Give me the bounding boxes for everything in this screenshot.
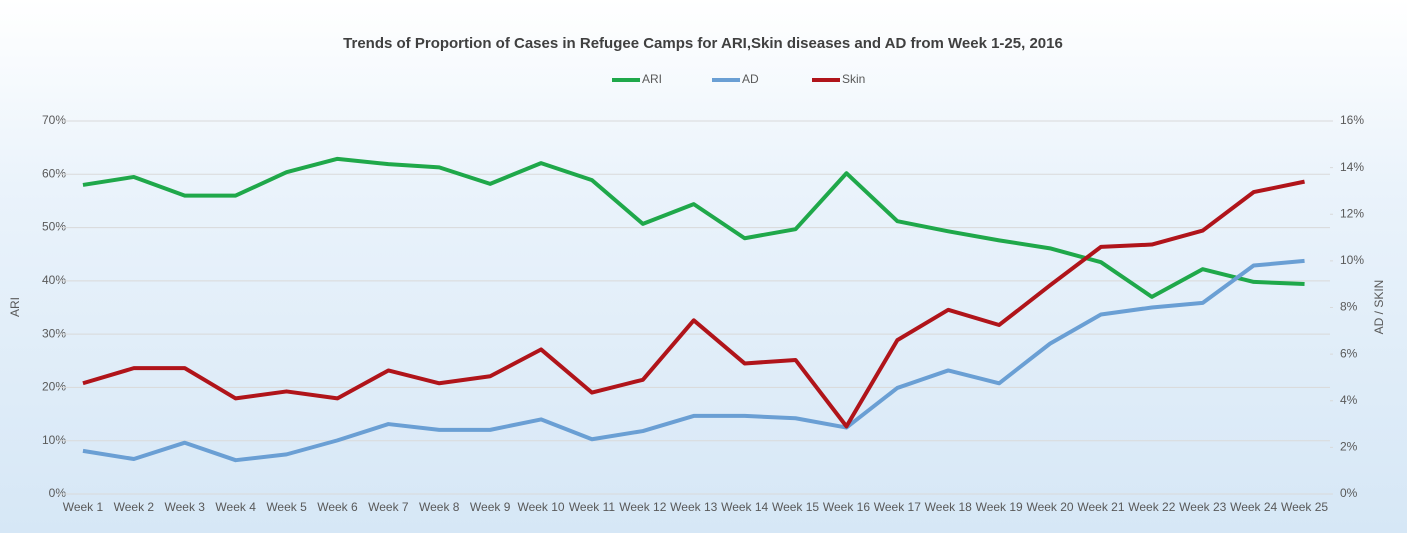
x-tick-label: Week 9 xyxy=(470,500,511,514)
y2-tick-label: 12% xyxy=(1340,206,1364,220)
y2-tick-label: 6% xyxy=(1340,346,1358,360)
y2-tick-label: 14% xyxy=(1340,160,1364,174)
y-tick-label: 50% xyxy=(42,220,66,234)
x-tick-label: Week 1 xyxy=(63,500,104,514)
y-tick-label: 40% xyxy=(42,273,66,287)
chart-title: Trends of Proportion of Cases in Refugee… xyxy=(343,35,1063,52)
x-tick-label: Week 11 xyxy=(569,500,616,514)
x-tick-label: Week 23 xyxy=(1179,500,1226,514)
x-tick-label: Week 16 xyxy=(823,500,870,514)
x-tick-label: Week 22 xyxy=(1128,500,1175,514)
y-tick-label: 10% xyxy=(42,433,66,447)
x-tick-label: Week 7 xyxy=(368,500,409,514)
y-tick-label: 70% xyxy=(42,113,66,127)
x-tick-label: Week 24 xyxy=(1230,500,1277,514)
x-tick-label: Week 6 xyxy=(317,500,358,514)
x-tick-label: Week 10 xyxy=(517,500,564,514)
x-tick-label: Week 4 xyxy=(215,500,256,514)
y2-tick-label: 8% xyxy=(1340,300,1358,314)
x-tick-label: Week 13 xyxy=(670,500,717,514)
y2-tick-label: 2% xyxy=(1340,440,1358,454)
series-line xyxy=(82,156,1305,299)
x-tick-label: Week 3 xyxy=(165,500,206,514)
y2-tick-label: 0% xyxy=(1340,486,1358,500)
x-tick-label: Week 15 xyxy=(772,500,819,514)
x-tick-label: Week 5 xyxy=(266,500,307,514)
y-tick-label: 60% xyxy=(42,166,66,180)
x-tick-label: Week 8 xyxy=(419,500,460,514)
x-tick-label: Week 12 xyxy=(619,500,666,514)
y2-tick-label: 4% xyxy=(1340,393,1358,407)
y-tick-label: 20% xyxy=(42,380,66,394)
x-tick-label: Week 25 xyxy=(1281,500,1328,514)
y2-tick-label: 10% xyxy=(1340,253,1364,267)
x-tick-label: Week 17 xyxy=(874,500,921,514)
legend-label: AD xyxy=(742,72,759,86)
y-axis-label: ARI xyxy=(8,297,22,317)
x-tick-label: Week 19 xyxy=(976,500,1023,514)
y-tick-label: 0% xyxy=(49,486,67,500)
y-tick-label: 30% xyxy=(42,326,66,340)
y2-axis-label: AD / SKIN xyxy=(1372,280,1386,335)
series-line xyxy=(82,179,1305,429)
x-tick-label: Week 20 xyxy=(1026,500,1073,514)
x-tick-label: Week 14 xyxy=(721,500,768,514)
series-line xyxy=(82,258,1305,463)
x-tick-label: Week 2 xyxy=(114,500,155,514)
x-tick-label: Week 21 xyxy=(1077,500,1124,514)
legend-label: Skin xyxy=(842,72,865,86)
y2-tick-label: 16% xyxy=(1340,113,1364,127)
legend-label: ARI xyxy=(642,72,662,86)
x-tick-label: Week 18 xyxy=(925,500,972,514)
